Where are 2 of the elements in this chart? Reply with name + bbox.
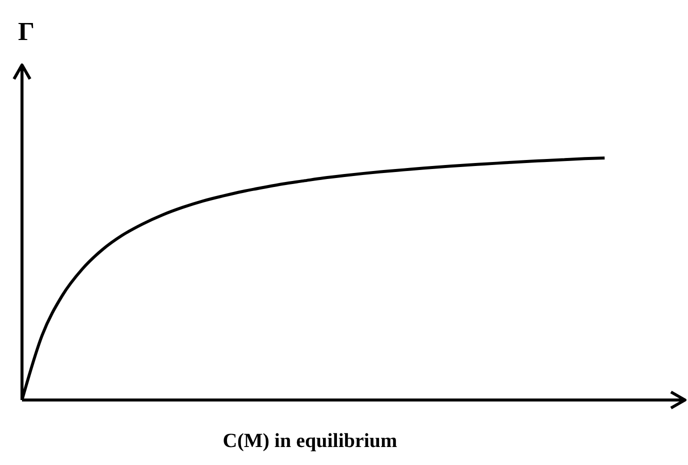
y-axis-title: Γ (18, 17, 35, 46)
x-axis-title: C(M) in equilibrium (222, 430, 398, 452)
